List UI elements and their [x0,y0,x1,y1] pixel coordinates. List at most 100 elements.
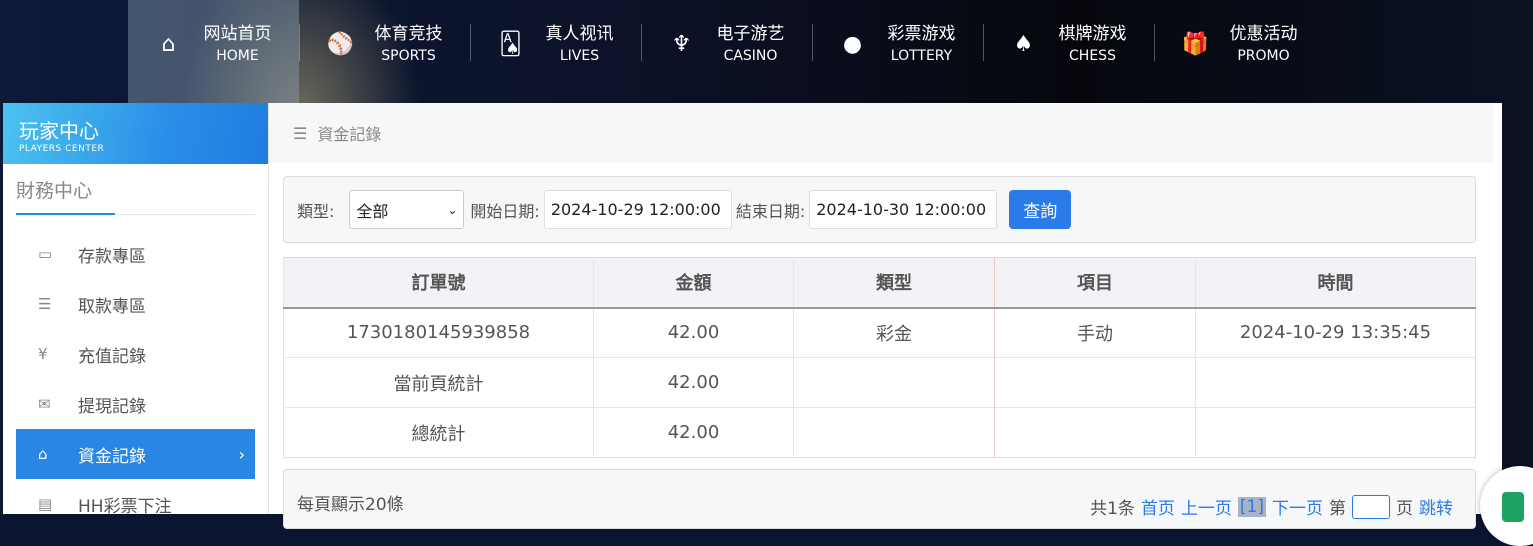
sidebar: 玩家中心 PLAYERS CENTER 財務中心 ▭ 存款專區 ☰ 取款專區 ¥… [3,103,269,517]
column-header: 金額 [593,257,794,309]
column-header: 項目 [994,257,1196,309]
chess-icon: ♠ [1013,32,1034,57]
nav-promo[interactable]: 🎁 优惠活动 PROMO [1154,0,1325,103]
filter-bar: 類型: 全部 ⌄ 開始日期: 2024-10-29 12:00:00 結束日期: … [283,176,1476,243]
prev-page-link[interactable]: 上一页 [1180,499,1232,519]
table-cell [994,357,1196,408]
table-cell [994,407,1196,458]
menu-item-icon: ⌂ [38,445,48,463]
table-cell [793,357,995,408]
nav-chess[interactable]: ♠ 棋牌游戏 CHESS [983,0,1154,103]
sidebar-item-3[interactable]: ✉ 提現記錄 [16,379,255,429]
per-page-text: 每頁顯示20條 [297,495,404,515]
finance-center-section: 財務中心 [16,176,255,215]
page-number-input[interactable] [1352,494,1390,519]
sidebar-subtitle: PLAYERS CENTER [19,144,105,154]
chevron-down-icon: ⌄ [447,202,458,217]
total-count: 共1条 [1090,499,1135,519]
breadcrumb: ☰ 資金記錄 [269,103,1494,163]
table-cell [1195,407,1476,458]
players-center-header: 玩家中心 PLAYERS CENTER [3,103,268,164]
end-date-label: 結束日期: [735,201,806,221]
sidebar-item-label: 充值記錄 [78,346,146,367]
start-date-input[interactable]: 2024-10-29 12:00:00 [543,190,732,229]
lottery-icon: ● [842,32,863,57]
menu-item-icon: ▤ [38,495,53,513]
sports-icon: ⚾ [326,32,354,57]
nav-sublabel: SPORTS [381,47,436,64]
breadcrumb-label: 資金記錄 [317,125,382,144]
sidebar-item-2[interactable]: ¥ 充值記錄 [16,329,255,379]
goto-prefix: 第 [1329,499,1346,519]
column-header: 訂單號 [283,257,594,309]
chevron-right-icon: › [238,444,245,464]
nav-casino[interactable]: ♆ 电子游艺 CASINO [641,0,812,103]
pagination-bar: 每頁顯示20條 共1条 首页 上一页 [1] 下一页 第 页 跳转 [283,469,1476,529]
menu-item-icon: ✉ [38,395,51,413]
nav-sublabel: CASINO [723,47,778,64]
lives-icon: 🂡 [499,32,522,57]
nav-label: 体育竞技 [374,23,443,44]
menu-item-icon: ▭ [38,245,53,263]
current-page[interactable]: [1] [1237,496,1266,517]
first-page-link[interactable]: 首页 [1140,499,1175,519]
nav-sublabel: LOTTERY [890,47,953,64]
table-cell: 42.00 [593,307,794,358]
sidebar-item-0[interactable]: ▭ 存款專區 [16,229,255,279]
table-cell: 彩金 [793,307,995,358]
nav-home[interactable]: ⌂ 网站首页 HOME [128,0,299,103]
query-button[interactable]: 查詢 [1009,190,1072,229]
table-cell: 1730180145939858 [283,307,594,358]
table-cell: 42.00 [593,357,794,408]
table-cell: 手动 [994,307,1196,358]
chat-icon [1502,492,1524,522]
nav-sublabel: CHESS [1069,47,1116,64]
promo-icon: 🎁 [1181,32,1209,57]
nav-label: 真人视讯 [545,23,614,44]
table-row: 當前頁統計 42.00 [283,357,1476,408]
menu-item-icon: ☰ [38,295,52,313]
end-date-input[interactable]: 2024-10-30 12:00:00 [809,190,998,229]
nav-lives[interactable]: 🂡 真人视讯 LIVES [470,0,641,103]
table-cell [793,407,995,458]
sidebar-item-label: 取款專區 [78,296,146,317]
table-cell: 42.00 [593,407,794,458]
nav-sports[interactable]: ⚾ 体育竞技 SPORTS [299,0,470,103]
sidebar-item-4[interactable]: ⌂ 資金記錄 › [16,429,255,479]
next-page-link[interactable]: 下一页 [1272,499,1323,519]
home-icon: ⌂ [161,32,176,57]
sidebar-item-1[interactable]: ☰ 取款專區 [16,279,255,329]
nav-label: 网站首页 [203,23,272,44]
nav-label: 彩票游戏 [887,23,956,44]
nav-sublabel: HOME [216,47,259,64]
nav-label: 棋牌游戏 [1058,23,1127,44]
sidebar-item-label: 提現記錄 [78,396,146,417]
sidebar-item-label: 存款專區 [78,246,146,267]
sidebar-item-label: 資金記錄 [78,446,146,467]
menu-icon[interactable]: ☰ [293,123,308,143]
sidebar-menu: ▭ 存款專區 ☰ 取款專區 ¥ 充值記錄 ✉ 提現記錄 ⌂ 資金記錄 › ▤ HH… [3,229,268,529]
sidebar-item-5[interactable]: ▤ HH彩票下注 [16,479,255,529]
main-panel: ☰ 資金記錄 類型: 全部 ⌄ 開始日期: 2024-10-29 12:00:00… [269,103,1502,529]
nav-label: 优惠活动 [1229,23,1298,44]
nav-label: 电子游艺 [716,23,785,44]
type-select-value: 全部 [356,201,389,221]
jump-link[interactable]: 跳转 [1419,499,1453,519]
table-row: 總統計 42.00 [283,407,1476,458]
menu-item-icon: ¥ [38,345,48,363]
casino-icon: ♆ [671,32,692,57]
start-date-label: 開始日期: [470,201,540,221]
nav-lottery[interactable]: ● 彩票游戏 LOTTERY [812,0,983,103]
table-cell: 總統計 [283,407,594,458]
nav-sublabel: PROMO [1237,47,1290,64]
goto-suffix: 页 [1396,499,1413,519]
table-row: 1730180145939858 42.00 彩金 手动 2024-10-29 13:3… [283,307,1476,358]
type-select[interactable]: 全部 ⌄ [349,190,465,229]
table-cell: 當前頁統計 [283,357,594,408]
column-header: 時間 [1195,257,1476,309]
nav-sublabel: LIVES [559,47,600,64]
fund-records-table: 訂單號 金額 類型 項目 時間 1730180145939858 42.00 彩金 手动 202… [283,257,1476,458]
table-cell: 2024-10-29 13:35:45 [1195,307,1476,358]
table-cell [1195,357,1476,408]
sidebar-item-label: HH彩票下注 [78,496,172,517]
